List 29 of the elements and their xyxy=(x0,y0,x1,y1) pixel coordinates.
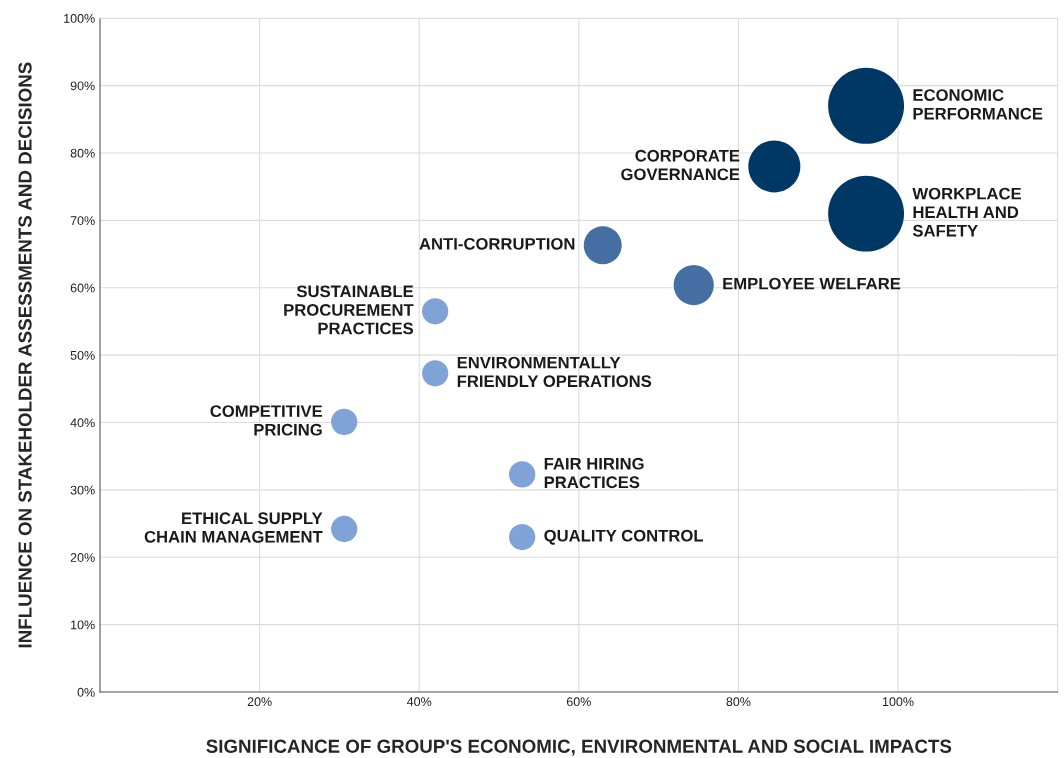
x-tick-label: 100% xyxy=(882,697,914,707)
x-tick-label: 60% xyxy=(566,697,591,707)
series-label: ANTI-CORRUPTION xyxy=(419,237,575,250)
series-label: WORKPLACE HEALTH AND SAFETY xyxy=(912,187,1021,237)
y-tick-label: 30% xyxy=(70,485,95,495)
series-label: ENVIRONMENTALLY FRIENDLY OPERATIONS xyxy=(457,356,652,388)
series-label: ECONOMIC PERFORMANCE xyxy=(913,89,1043,120)
x-tick-label: 40% xyxy=(406,697,432,707)
series-label: QUALITY CONTROL xyxy=(544,529,704,545)
y-tick-label: 0% xyxy=(77,687,95,697)
x-tick-label: 80% xyxy=(726,697,751,707)
y-tick-label: 60% xyxy=(70,283,95,293)
series-label: COMPETITIVE PRICING xyxy=(210,405,323,436)
y-tick-label: 20% xyxy=(70,553,95,562)
series-label: FAIR HIRING PRACTICES xyxy=(544,457,644,489)
x-tick-label: 20% xyxy=(247,697,272,707)
y-tick-label: 80% xyxy=(70,148,95,158)
y-tick-label: 90% xyxy=(70,81,95,91)
series-label: EMPLOYEE WELFARE xyxy=(723,277,901,290)
y-tick-label: 100% xyxy=(64,13,95,23)
y-tick-label: 70% xyxy=(70,216,95,225)
y-tick-label: 50% xyxy=(70,350,95,360)
series-label: ETHICAL SUPPLY CHAIN MANAGEMENT xyxy=(144,512,323,543)
y-tick-label: 10% xyxy=(71,620,95,630)
series-label: SUSTAINABLE PROCUREMENT PRACTICES xyxy=(284,285,414,335)
y-axis-title: INFLUENCE ON STAKEHOLDER ASSESSMENTS AND DECISIONS xyxy=(18,62,32,648)
y-tick-label: 40% xyxy=(70,418,95,428)
series-label: CORPORATE GOVERNANCE xyxy=(621,149,740,181)
x-axis-title: SIGNIFICANCE OF GROUP'S ECONOMIC, ENVIRONMENTAL AND SOCIAL IMPACTS xyxy=(206,739,952,756)
